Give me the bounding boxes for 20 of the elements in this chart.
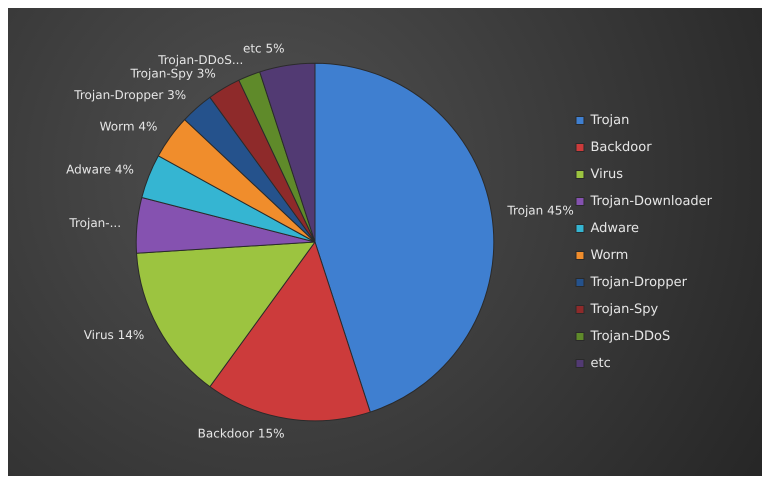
legend-label: Trojan-DDoS: [589, 328, 670, 344]
legend-label: Trojan-Spy: [589, 302, 659, 317]
data-label: etc 5%: [242, 42, 285, 56]
data-label: Worm 4%: [100, 120, 158, 134]
legend-label: etc: [590, 356, 611, 371]
data-label: Backdoor 15%: [198, 426, 285, 441]
data-label: Adware 4%: [66, 162, 134, 176]
data-label: Trojan-DDoS...: [157, 53, 244, 68]
legend-label: Trojan-Downloader: [589, 194, 713, 209]
data-label: Trojan-...: [68, 216, 122, 230]
legend-label: Worm: [590, 248, 628, 263]
data-label: Trojan-Dropper 3%: [73, 88, 186, 102]
data-label: Virus 14%: [84, 328, 144, 342]
legend-label: Trojan: [589, 112, 630, 128]
legend-label: Trojan-Dropper: [589, 274, 688, 290]
data-label: Trojan-Spy 3%: [129, 66, 216, 80]
legend-label: Adware: [590, 220, 640, 236]
legend-label: Virus: [590, 166, 624, 182]
legend-label: Backdoor: [590, 140, 652, 155]
data-label: Trojan 45%: [506, 204, 574, 218]
